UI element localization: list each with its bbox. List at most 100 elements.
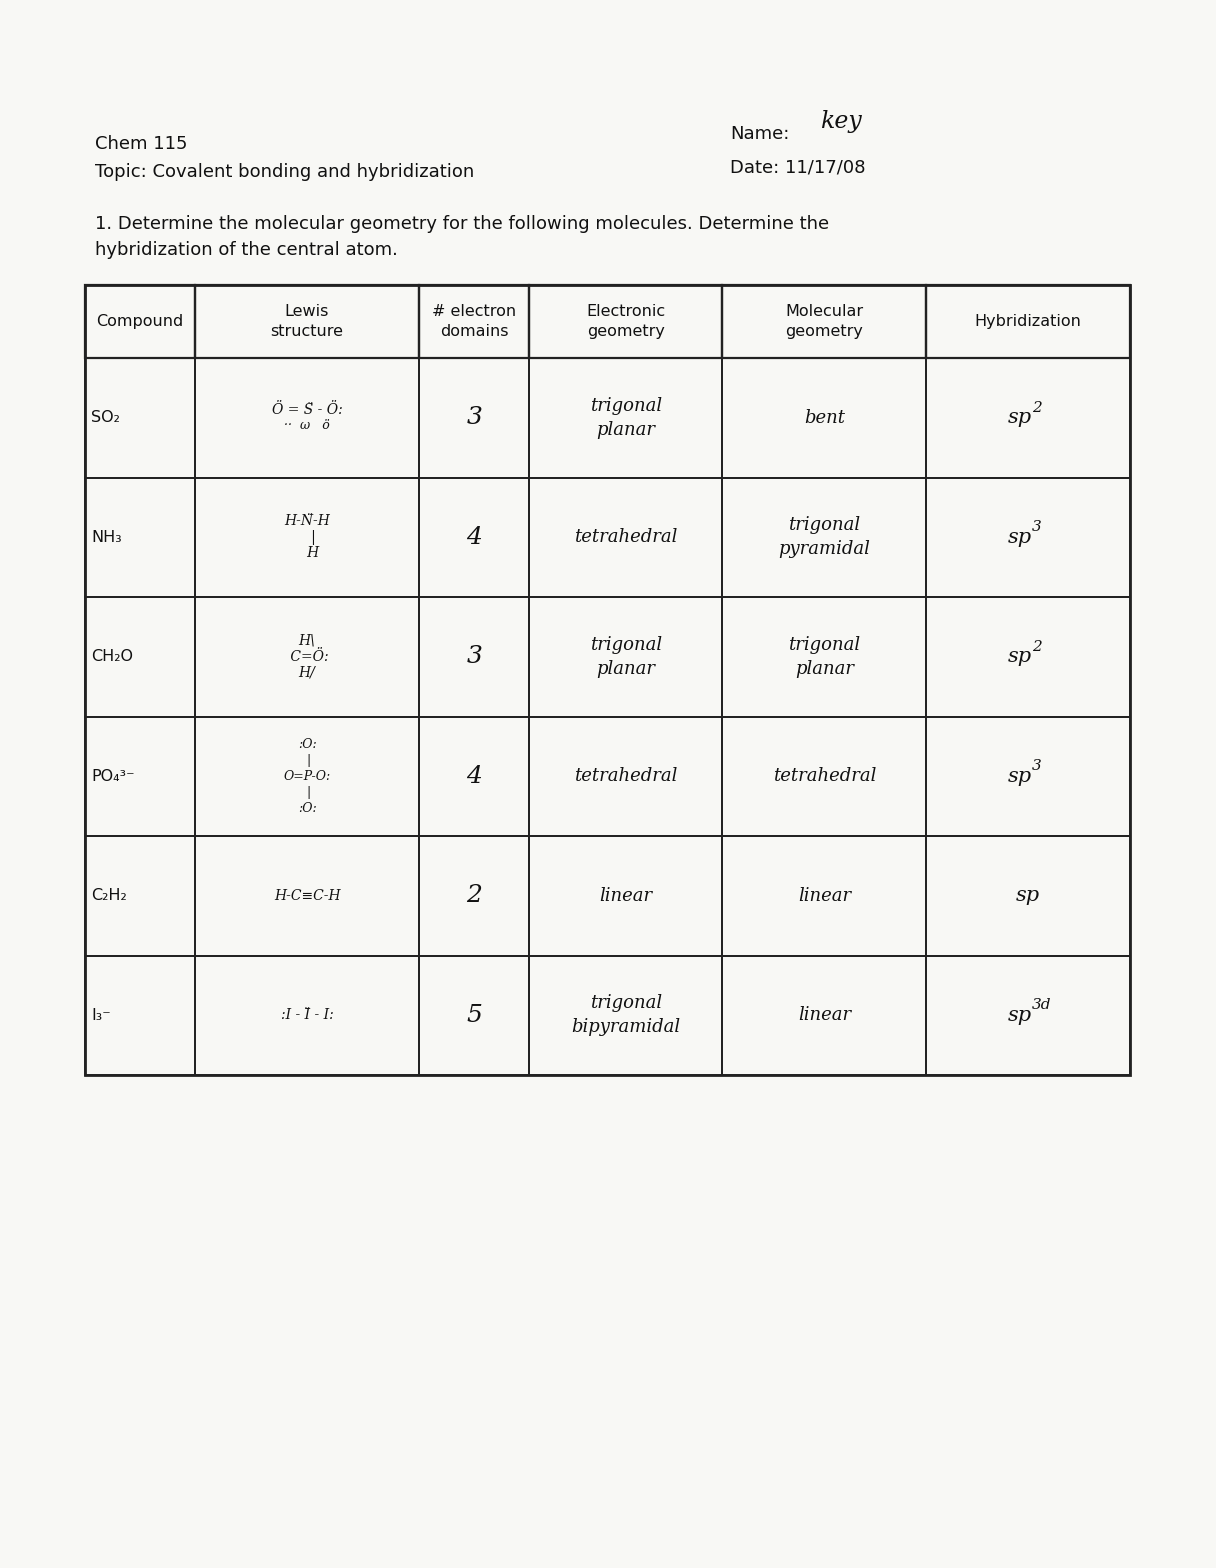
Bar (529, 597, 722, 717)
Text: tetrahedral: tetrahedral (574, 767, 677, 786)
Text: sp: sp (1008, 528, 1032, 547)
Text: ··  ω   ö: ·· ω ö (285, 419, 330, 433)
Text: PO₄³⁻: PO₄³⁻ (91, 768, 135, 784)
Bar (195, 358, 420, 478)
Bar (927, 597, 1130, 717)
Text: CH₂O: CH₂O (91, 649, 133, 665)
Bar (195, 478, 420, 597)
Text: Chem 115: Chem 115 (95, 135, 187, 154)
Text: tetrahedral: tetrahedral (574, 528, 677, 546)
Text: Electronic
geometry: Electronic geometry (586, 304, 665, 339)
Text: 3: 3 (1032, 521, 1042, 535)
Bar (85, 358, 195, 478)
Bar (85, 285, 1130, 1076)
Bar (420, 285, 529, 358)
Text: linear: linear (798, 1007, 851, 1024)
Text: 4: 4 (466, 765, 483, 787)
Text: trigonal
planar: trigonal planar (788, 637, 861, 677)
Bar (529, 285, 722, 358)
Bar (85, 597, 195, 717)
Text: NH₃: NH₃ (91, 530, 122, 544)
Text: trigonal
planar: trigonal planar (590, 397, 662, 439)
Text: bent: bent (804, 409, 845, 426)
Bar (195, 955, 420, 1076)
Text: Compound: Compound (96, 314, 184, 329)
Text: 5: 5 (466, 1004, 483, 1027)
Text: H-C≡C-H: H-C≡C-H (274, 889, 340, 903)
Bar (420, 836, 529, 955)
Text: 1. Determine the molecular geometry for the following molecules. Determine the
h: 1. Determine the molecular geometry for … (95, 215, 829, 259)
Bar (85, 478, 195, 597)
Text: Name:: Name: (730, 125, 789, 143)
Text: :I - Ï - I:: :I - Ï - I: (281, 1008, 333, 1022)
Bar (195, 285, 420, 358)
Bar (722, 478, 927, 597)
Text: SO₂: SO₂ (91, 411, 120, 425)
Text: sp: sp (1008, 408, 1032, 426)
Text: key: key (820, 110, 862, 133)
Bar (420, 478, 529, 597)
Text: sp: sp (1008, 648, 1032, 666)
Text: 2: 2 (466, 884, 483, 908)
Text: 3: 3 (1032, 759, 1042, 773)
Bar (85, 836, 195, 955)
Bar (722, 955, 927, 1076)
Bar (195, 597, 420, 717)
Text: 3d: 3d (1032, 999, 1052, 1013)
Text: 3: 3 (466, 406, 483, 430)
Bar (529, 358, 722, 478)
Text: trigonal
pyramidal: trigonal pyramidal (778, 516, 871, 558)
Text: sp: sp (1008, 767, 1032, 786)
Bar (722, 358, 927, 478)
Bar (722, 836, 927, 955)
Bar (195, 717, 420, 836)
Text: |: | (298, 530, 316, 544)
Bar (420, 955, 529, 1076)
Bar (85, 955, 195, 1076)
Bar (195, 836, 420, 955)
Text: linear: linear (798, 887, 851, 905)
Text: I₃⁻: I₃⁻ (91, 1008, 111, 1022)
Text: Date: 11/17/08: Date: 11/17/08 (730, 158, 866, 176)
Text: Topic: Covalent bonding and hybridization: Topic: Covalent bonding and hybridizatio… (95, 163, 474, 180)
Bar (420, 597, 529, 717)
Bar (529, 955, 722, 1076)
Text: H: H (294, 546, 320, 560)
Bar (85, 285, 195, 358)
Text: Hybridization: Hybridization (975, 314, 1081, 329)
Text: :O:: :O: (298, 739, 316, 751)
Text: linear: linear (599, 887, 652, 905)
Text: O=P-O:: O=P-O: (283, 770, 331, 782)
Text: :O:: :O: (298, 801, 316, 815)
Text: Molecular
geometry: Molecular geometry (786, 304, 863, 339)
Bar (927, 478, 1130, 597)
Bar (927, 358, 1130, 478)
Text: # electron
domains: # electron domains (432, 304, 517, 339)
Text: C₂H₂: C₂H₂ (91, 887, 126, 903)
Text: |: | (303, 786, 311, 798)
Text: 4: 4 (466, 525, 483, 549)
Bar (927, 717, 1130, 836)
Text: Lewis
structure: Lewis structure (271, 304, 344, 339)
Bar (722, 285, 927, 358)
Bar (927, 836, 1130, 955)
Text: H/: H/ (299, 666, 315, 681)
Text: trigonal
planar: trigonal planar (590, 637, 662, 677)
Bar (529, 836, 722, 955)
Bar (529, 478, 722, 597)
Bar (927, 955, 1130, 1076)
Bar (420, 717, 529, 836)
Text: tetrahedral: tetrahedral (772, 767, 876, 786)
Text: 2: 2 (1032, 640, 1042, 654)
Text: C=Ö:: C=Ö: (286, 649, 328, 663)
Text: trigonal
bipyramidal: trigonal bipyramidal (572, 994, 680, 1036)
Text: Ö = S̈ - Ö:: Ö = S̈ - Ö: (271, 403, 343, 417)
Text: 2: 2 (1032, 401, 1042, 416)
Text: sp: sp (1008, 1005, 1032, 1025)
Bar (722, 717, 927, 836)
Text: H\: H\ (299, 633, 315, 648)
Text: 3: 3 (466, 646, 483, 668)
Bar (927, 285, 1130, 358)
Bar (722, 597, 927, 717)
Text: sp: sp (1017, 886, 1040, 905)
